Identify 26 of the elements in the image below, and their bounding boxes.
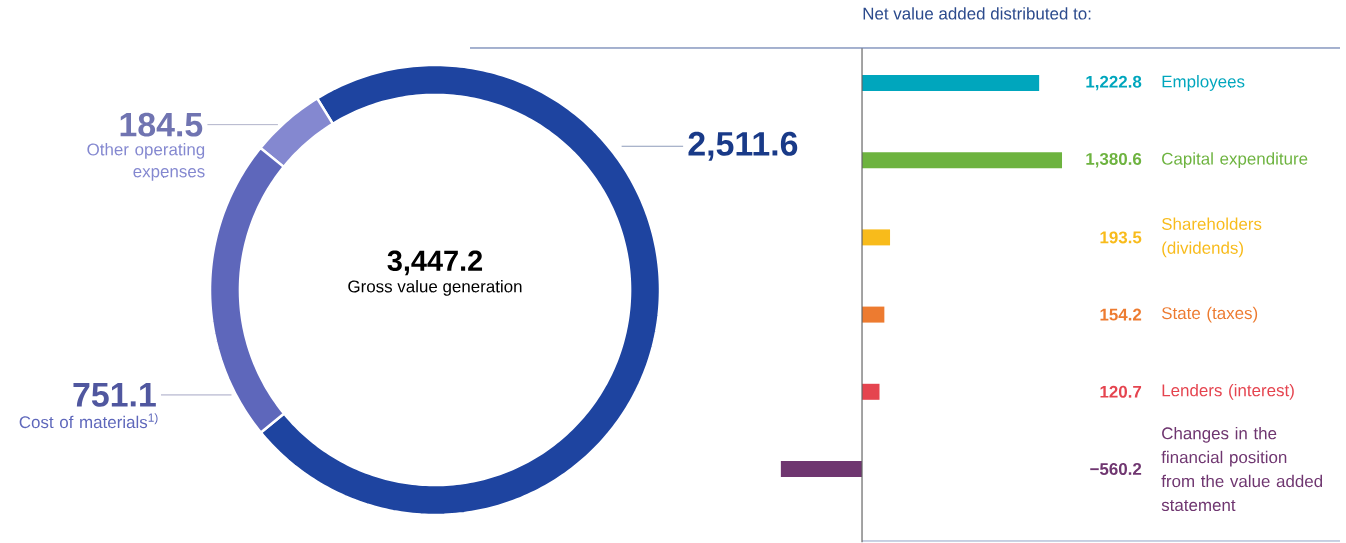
slice-label: Cost of materials$^{1)}$ [19, 413, 158, 429]
data-label: 120.7 [1100, 385, 1142, 398]
y-tick-label: Employees [1162, 75, 1245, 91]
text: 3,447.2 [387, 250, 483, 276]
text: Gross value generation [348, 280, 522, 296]
bar [862, 306, 885, 323]
bar [780, 460, 863, 477]
data-label: 1,380.6 [1086, 152, 1142, 168]
y-tick-label: State (taxes) [1161, 306, 1258, 323]
bar [862, 152, 1063, 169]
slice-label: Other operating expenses [87, 143, 205, 181]
data-label: 751.1 [73, 383, 156, 407]
data-label: 184.5 [120, 112, 203, 137]
data-label: −560.2 [1090, 462, 1142, 475]
y-tick-label: Capital expenditure [1162, 152, 1308, 169]
bar [862, 229, 891, 246]
y-tick-label: Changes in the financial position from the value added statement [1161, 426, 1323, 512]
chart-title: Net value added distributed to: [863, 7, 1091, 20]
data-label: 193.5 [1100, 231, 1142, 244]
y-tick-label: Lenders (interest) [1162, 383, 1294, 400]
bar [862, 383, 880, 400]
data-label: 2,511.6 [688, 131, 798, 161]
y-tick-label: Shareholders (dividends) [1161, 217, 1262, 258]
bar [862, 74, 1040, 91]
data-label: 154.2 [1100, 308, 1142, 321]
data-label: 1,222.8 [1086, 75, 1142, 91]
